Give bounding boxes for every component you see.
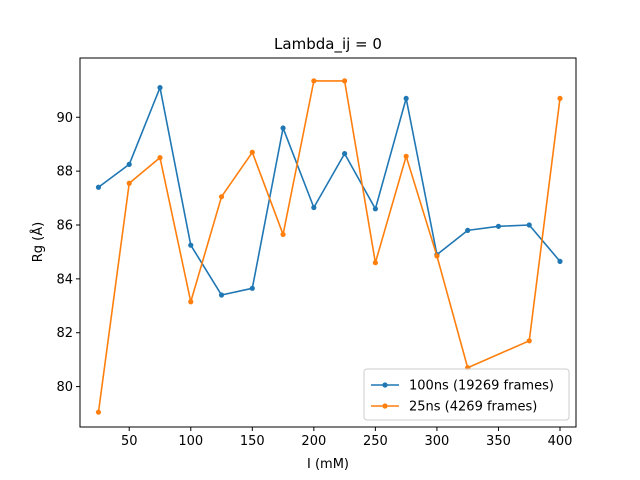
data-point: [403, 153, 409, 159]
data-point: [218, 194, 225, 200]
data-point: [311, 204, 317, 211]
data-point: [372, 206, 378, 212]
legend-marker-1: [382, 382, 388, 388]
y-axis-label: Rg (Å): [30, 222, 46, 262]
legend-marker-2: [382, 403, 388, 409]
y-tick-label: 82: [56, 326, 73, 341]
legend-label-2: 25ns (4269 frames): [409, 400, 537, 415]
x-tick-label: 200: [301, 434, 326, 449]
plot-background: [80, 58, 576, 427]
data-point: [372, 260, 378, 266]
legend: 100ns (19269 frames) 25ns (4269 frames): [363, 368, 570, 421]
data-point: [95, 184, 102, 190]
data-point: [342, 78, 348, 84]
y-tick-label: 86: [56, 218, 73, 233]
x-tick-label: 300: [425, 434, 450, 449]
data-point: [218, 292, 225, 298]
x-tick-label: 50: [121, 434, 138, 449]
data-point: [157, 155, 163, 161]
x-tick-label: 250: [363, 434, 388, 449]
data-point: [465, 227, 471, 233]
series-layer: [95, 78, 563, 415]
y-tick-label: 88: [56, 165, 73, 180]
data-point: [434, 253, 440, 259]
series-line-1: [97, 86, 561, 296]
legend-box: [363, 368, 570, 421]
data-point: [280, 125, 286, 131]
data-point: [342, 151, 348, 157]
data-point: [188, 242, 194, 248]
data-point: [188, 299, 194, 305]
data-point: [249, 285, 255, 291]
data-point: [403, 95, 409, 102]
data-point: [557, 95, 563, 102]
data-point: [526, 222, 532, 228]
data-point: [126, 161, 132, 167]
x-tick-label: 150: [240, 434, 265, 449]
data-point: [249, 149, 255, 155]
data-point: [157, 85, 163, 91]
x-tick-label: 100: [178, 434, 203, 449]
y-tick-label: 90: [56, 111, 73, 126]
chart-title: Lambda_ij = 0: [274, 35, 382, 54]
x-axis: 50 100 150 200 250 300 350 400: [121, 427, 572, 449]
data-point: [495, 223, 502, 229]
y-tick-label: 80: [56, 380, 73, 395]
data-point: [311, 78, 317, 84]
plot-frame: [79, 57, 577, 428]
data-point: [557, 258, 563, 264]
data-point: [95, 409, 102, 415]
x-tick-label: 400: [548, 434, 573, 449]
y-axis: 80 82 84 86 88 90: [56, 111, 80, 395]
data-point: [126, 180, 132, 186]
x-tick-label: 350: [486, 434, 511, 449]
y-tick-label: 84: [56, 272, 73, 287]
data-point: [280, 231, 286, 238]
data-point: [526, 338, 532, 344]
x-axis-label: I (mM): [307, 457, 349, 472]
legend-label-1: 100ns (19269 frames): [409, 379, 554, 394]
